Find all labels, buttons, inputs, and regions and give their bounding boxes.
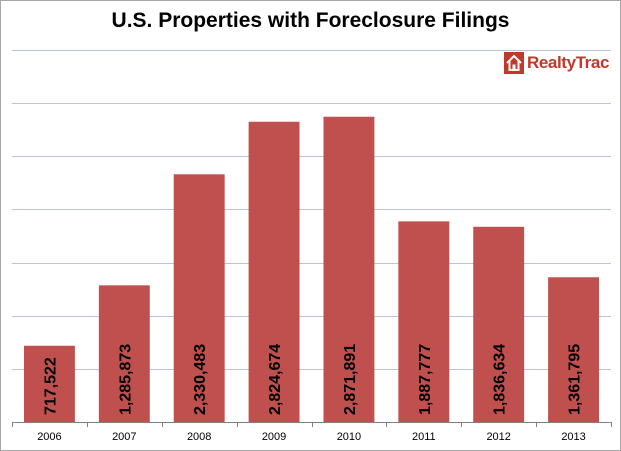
bar-2008 bbox=[173, 174, 225, 422]
x-tick-label-2012: 2012 bbox=[486, 431, 510, 443]
data-label-2011: 1,887,777 bbox=[417, 344, 434, 415]
bar-2006 bbox=[23, 345, 75, 422]
data-label-2010: 2,871,891 bbox=[342, 344, 359, 415]
house-icon bbox=[504, 52, 524, 74]
x-tick-label-2008: 2008 bbox=[187, 431, 211, 443]
bar-2007 bbox=[98, 285, 150, 422]
x-tick-label-2010: 2010 bbox=[337, 431, 361, 443]
bar-2012 bbox=[473, 226, 525, 422]
chart-title: U.S. Properties with Foreclosure Filings bbox=[111, 9, 510, 32]
bar-2011 bbox=[398, 221, 450, 422]
bar-2013 bbox=[548, 277, 600, 422]
x-tick-label-2007: 2007 bbox=[112, 431, 136, 443]
data-label-2007: 1,285,873 bbox=[117, 344, 134, 415]
data-label-2006: 717,522 bbox=[42, 357, 59, 415]
bar-2010 bbox=[323, 116, 375, 423]
x-tick-label-2013: 2013 bbox=[561, 431, 585, 443]
data-label-2009: 2,824,674 bbox=[267, 344, 284, 415]
bar-2009 bbox=[248, 121, 300, 423]
x-tick-label-2011: 2011 bbox=[412, 431, 436, 443]
realtytrac-logo: RealtyTrac bbox=[504, 52, 609, 74]
x-tick-label-2009: 2009 bbox=[262, 431, 286, 443]
data-label-2012: 1,836,634 bbox=[492, 344, 509, 415]
data-label-2013: 1,361,795 bbox=[567, 344, 584, 415]
logo-text: RealtyTrac bbox=[527, 53, 609, 72]
x-tick-label-2006: 2006 bbox=[37, 431, 61, 443]
data-label-2008: 2,330,483 bbox=[192, 344, 209, 415]
